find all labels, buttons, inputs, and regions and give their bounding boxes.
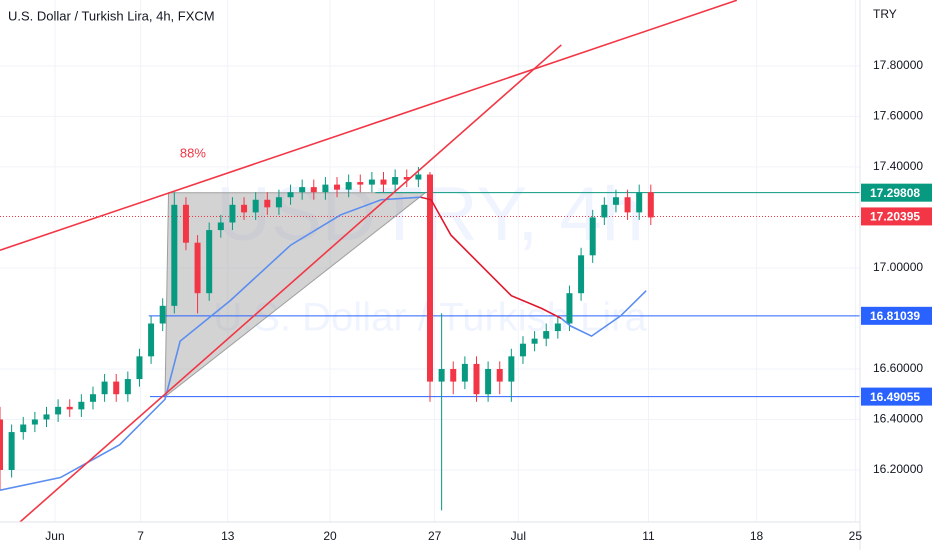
candle-body [624, 197, 631, 213]
candle-body [473, 363, 480, 395]
candle-body [403, 177, 410, 180]
candle-body [217, 222, 224, 231]
y-tick-label: 17.80000 [873, 58, 923, 72]
indicator-line [560, 290, 647, 338]
candle-body [0, 419, 3, 470]
candle-body [415, 174, 422, 180]
candle-body [334, 184, 341, 190]
candle-body [31, 419, 38, 425]
candle-body [636, 192, 643, 213]
y-tick-label: 17.40000 [873, 159, 923, 173]
x-tick-label: 25 [849, 529, 863, 543]
candle-body [194, 242, 201, 294]
x-tick-label: 18 [750, 529, 764, 543]
axis-unit: TRY [873, 7, 897, 21]
x-tick-label: 11 [642, 529, 655, 543]
candle-body [8, 432, 15, 470]
candle-body [206, 230, 213, 294]
candle-body [78, 401, 85, 410]
candle-body [450, 368, 457, 382]
candle-body [543, 331, 550, 339]
x-tick-label: 27 [428, 529, 442, 543]
candle-body [43, 414, 50, 420]
indicator-line [19, 44, 562, 522]
candle-body [113, 381, 120, 395]
chart-title: U.S. Dollar / Turkish Lira, 4h, FXCM [8, 8, 215, 23]
annotation: 88% [180, 146, 206, 161]
x-tick-label: 20 [323, 529, 337, 543]
candle-body [357, 182, 364, 185]
candle-body [20, 424, 27, 433]
x-tick-label: Jun [45, 529, 64, 543]
candle-body [589, 217, 596, 256]
x-tick-label: 13 [221, 529, 235, 543]
candle-body [612, 197, 619, 205]
candle-body [159, 305, 166, 324]
candle-body [182, 204, 189, 243]
y-tick-label: 16.40000 [873, 412, 923, 426]
candle-body [124, 379, 131, 395]
candle-body [89, 394, 96, 402]
candle-body [287, 192, 294, 198]
candle-body [252, 199, 259, 213]
candle-body [322, 184, 329, 193]
price-label-bg [861, 183, 932, 202]
candle-body [566, 293, 573, 324]
candle-body [508, 356, 515, 382]
indicator-line [0, 0, 738, 252]
y-tick-label: 16.20000 [873, 462, 923, 476]
candle-body [299, 187, 306, 193]
candle-body [310, 187, 317, 193]
y-tick-label: 16.60000 [873, 361, 923, 375]
candle-body [101, 381, 108, 395]
candle-body [136, 356, 143, 380]
x-tick-label: 7 [137, 529, 144, 543]
candle-body [496, 368, 503, 382]
candle-body [392, 177, 399, 185]
candle-body [380, 179, 387, 185]
candle-body [368, 179, 375, 185]
candle-body [554, 323, 561, 332]
candle-body [485, 368, 492, 395]
candle-body [264, 199, 271, 208]
candle-body [66, 406, 73, 410]
price-label: 16.49055 [870, 390, 920, 404]
candle-body [461, 363, 468, 382]
candle-body [148, 323, 155, 357]
price-label: 16.81039 [870, 309, 920, 323]
candle-body [345, 182, 352, 190]
price-label-bg [861, 306, 932, 325]
candle-body [427, 174, 433, 382]
candle-body [241, 204, 248, 213]
y-tick-label: 17.60000 [873, 109, 923, 123]
candle-body [55, 406, 62, 415]
candle-body [229, 204, 236, 223]
price-label-bg [861, 207, 932, 226]
price-label: 17.20395 [870, 210, 920, 224]
triangle-pattern [164, 192, 427, 398]
candle-body [601, 204, 608, 218]
price-label-bg [861, 387, 932, 406]
candle-body [578, 255, 585, 294]
x-tick-label: Jul [511, 529, 526, 543]
y-tick-label: 17.00000 [873, 260, 923, 274]
candle-body [171, 204, 178, 306]
candle-body [275, 197, 282, 208]
candle-body [519, 343, 526, 357]
axes: 16.20000 16.40000 16.60000 17.00000 17.40000… [45, 58, 932, 543]
plot-area: 88% [0, 0, 860, 522]
candle-body [438, 368, 445, 382]
candle-body [531, 338, 538, 344]
price-label: 17.29808 [870, 186, 920, 200]
indicator-line [420, 196, 562, 320]
candle-body [647, 192, 654, 218]
